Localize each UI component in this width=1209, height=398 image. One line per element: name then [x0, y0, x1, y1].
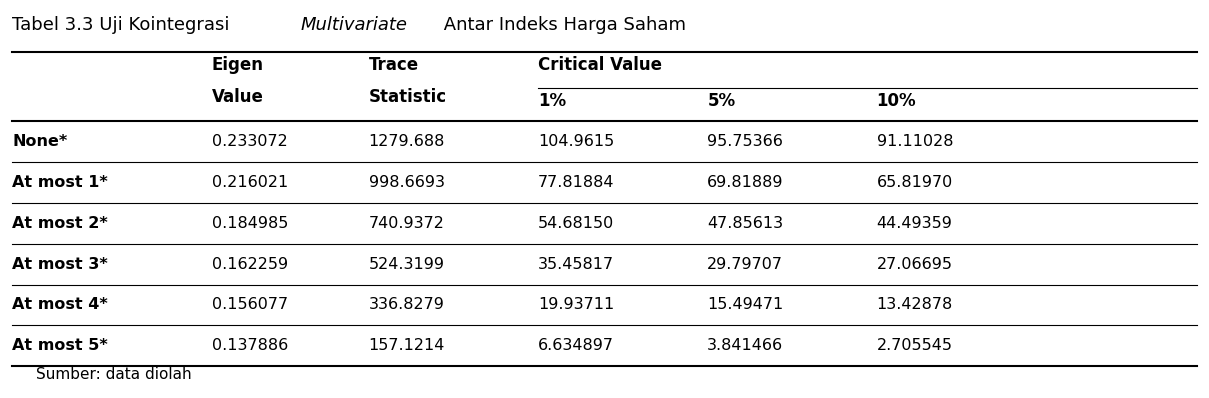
Text: 29.79707: 29.79707: [707, 257, 783, 272]
Text: 13.42878: 13.42878: [877, 297, 953, 312]
Text: 104.9615: 104.9615: [538, 134, 614, 149]
Text: Multivariate: Multivariate: [300, 16, 407, 34]
Text: 524.3199: 524.3199: [369, 257, 445, 272]
Text: 15.49471: 15.49471: [707, 297, 783, 312]
Text: 336.8279: 336.8279: [369, 297, 445, 312]
Text: Trace: Trace: [369, 56, 418, 74]
Text: 0.156077: 0.156077: [212, 297, 288, 312]
Text: 2.705545: 2.705545: [877, 338, 953, 353]
Text: 19.93711: 19.93711: [538, 297, 614, 312]
Text: 95.75366: 95.75366: [707, 134, 783, 149]
Text: Sumber: data diolah: Sumber: data diolah: [36, 367, 192, 382]
Text: 10%: 10%: [877, 92, 916, 110]
Text: Eigen: Eigen: [212, 56, 264, 74]
Text: Critical Value: Critical Value: [538, 56, 663, 74]
Text: 44.49359: 44.49359: [877, 216, 953, 231]
Text: 35.45817: 35.45817: [538, 257, 614, 272]
Text: Value: Value: [212, 88, 264, 106]
Text: 27.06695: 27.06695: [877, 257, 953, 272]
Text: 740.9372: 740.9372: [369, 216, 445, 231]
Text: 54.68150: 54.68150: [538, 216, 614, 231]
Text: 0.233072: 0.233072: [212, 134, 288, 149]
Text: At most 1*: At most 1*: [12, 175, 108, 190]
Text: 1279.688: 1279.688: [369, 134, 445, 149]
Text: Antar Indeks Harga Saham: Antar Indeks Harga Saham: [438, 16, 687, 34]
Text: 47.85613: 47.85613: [707, 216, 783, 231]
Text: 3.841466: 3.841466: [707, 338, 783, 353]
Text: 65.81970: 65.81970: [877, 175, 953, 190]
Text: 69.81889: 69.81889: [707, 175, 783, 190]
Text: At most 2*: At most 2*: [12, 216, 108, 231]
Text: At most 3*: At most 3*: [12, 257, 108, 272]
Text: 998.6693: 998.6693: [369, 175, 445, 190]
Text: 6.634897: 6.634897: [538, 338, 614, 353]
Text: 0.216021: 0.216021: [212, 175, 288, 190]
Text: Tabel 3.3 Uji Kointegrasi: Tabel 3.3 Uji Kointegrasi: [12, 16, 236, 34]
Text: At most 5*: At most 5*: [12, 338, 108, 353]
Text: 0.184985: 0.184985: [212, 216, 288, 231]
Text: 91.11028: 91.11028: [877, 134, 953, 149]
Text: 5%: 5%: [707, 92, 735, 110]
Text: 77.81884: 77.81884: [538, 175, 614, 190]
Text: 0.137886: 0.137886: [212, 338, 288, 353]
Text: None*: None*: [12, 134, 68, 149]
Text: At most 4*: At most 4*: [12, 297, 108, 312]
Text: 1%: 1%: [538, 92, 566, 110]
Text: Statistic: Statistic: [369, 88, 447, 106]
Text: 157.1214: 157.1214: [369, 338, 445, 353]
Text: 0.162259: 0.162259: [212, 257, 288, 272]
